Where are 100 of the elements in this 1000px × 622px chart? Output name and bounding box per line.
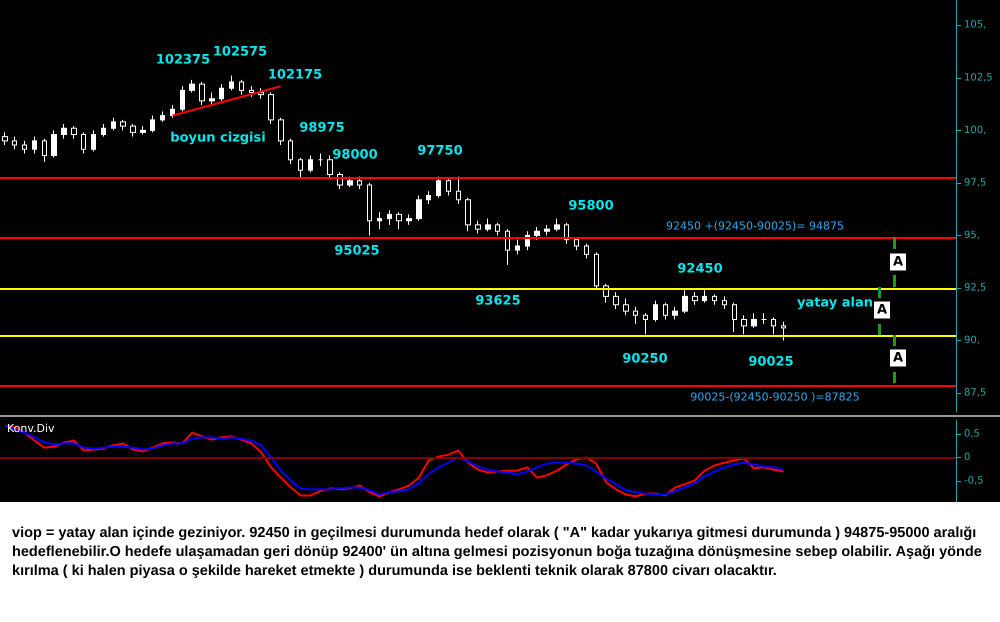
candlestick [229, 75, 234, 91]
candlestick [672, 306, 678, 320]
candlestick [633, 306, 638, 324]
candlestick [199, 81, 205, 106]
candlestick [732, 302, 737, 333]
candlestick [160, 110, 165, 122]
annotation: 92450 [677, 262, 723, 276]
candlestick [180, 86, 185, 112]
y-tick-label: 0 [964, 452, 970, 463]
annotation: 98975 [299, 120, 345, 136]
annotation: 90250 [622, 352, 668, 366]
candlestick [594, 252, 599, 291]
candlestick [702, 290, 707, 304]
candlestick [692, 292, 698, 306]
candlestick [396, 212, 402, 230]
candlestick [426, 190, 431, 204]
candlestick [150, 115, 155, 133]
candlestick [209, 92, 215, 106]
candlestick [327, 155, 333, 180]
candlestick [81, 132, 86, 154]
candlestick [722, 296, 727, 310]
candlestick [623, 298, 629, 316]
candlestick [554, 218, 560, 232]
candlestick [91, 130, 96, 152]
annotation: 102375 [156, 52, 210, 68]
candlestick [120, 119, 126, 131]
candlestick [761, 312, 767, 324]
candlestick [515, 239, 520, 255]
candlestick [189, 79, 195, 93]
candlestick [258, 88, 264, 100]
candlestick [505, 228, 510, 266]
y-tick-label: 95, [964, 230, 980, 241]
annotation: 98000 [332, 148, 378, 162]
ref-line-label: 90025-(92450-90250 )=87825 [690, 390, 860, 404]
candlestick [239, 79, 244, 96]
candlestick [456, 176, 461, 204]
annotation: A [892, 350, 904, 366]
annotation: A [876, 302, 888, 318]
candlestick [643, 312, 648, 335]
candlestick [140, 126, 146, 136]
candlestick [446, 178, 451, 196]
candlestick [485, 218, 491, 232]
candlestick [22, 140, 27, 154]
y-tick-label: 87,5 [964, 388, 986, 399]
candlestick [249, 86, 254, 98]
candlestick [771, 316, 776, 335]
candlestick [663, 302, 668, 320]
annotation: boyun cizgisi [170, 130, 266, 146]
candlestick [111, 117, 116, 131]
candlestick [416, 194, 422, 222]
candlestick [406, 214, 412, 226]
candlestick [741, 314, 747, 335]
candlestick [308, 155, 313, 173]
candlestick [51, 130, 57, 158]
candlestick [465, 197, 471, 232]
candlestick [219, 84, 224, 102]
candlestick [357, 176, 362, 190]
y-tick-label: 100, [964, 124, 986, 136]
candlestick [436, 176, 441, 198]
candlestick [278, 117, 284, 146]
candlestick [377, 212, 382, 230]
y-tick-label: 102,5 [964, 72, 993, 84]
annotation: 102575 [212, 44, 268, 60]
candlestick [298, 157, 303, 180]
candlestick [781, 321, 786, 342]
y-tick-label: -0,5 [964, 475, 984, 486]
candlestick [170, 104, 175, 118]
y-tick-label: 105, [964, 20, 986, 31]
annotation: 90025 [748, 354, 794, 370]
text: viop = yatay alan içinde geziniyor. 92450 in geçilmesi durumunda hedef olarak ( "A" kadar yukarıya gitmesi durumunda ) 94875-95000 aralığı hedeflenebilir.O hedefe ulaşamadan geri dönüp 92400' ün altına gelmesi pozisyonun boğa tuzağına dönüşmesine sebep olabilir. Aşağı yönde kırılma ( ki halen piyasa o şekilde hareket etmekte ) durumunda ise beklenti teknik olarak 87800 civarı olacaktır. [11, 524, 983, 581]
y-tick-label: 90, [964, 335, 980, 346]
candlestick [130, 124, 136, 138]
candlestick [682, 290, 688, 314]
candlestick [101, 124, 106, 138]
candlestick [61, 124, 67, 140]
candlestick [613, 292, 619, 310]
candlestick [387, 210, 392, 226]
candlestick [653, 300, 658, 322]
y-tick-label: 0,5 [964, 428, 980, 440]
annotation: 97750 [417, 144, 463, 158]
candlestick [318, 152, 323, 167]
candlestick [347, 176, 353, 188]
ref-line-label: 92450 +(92450-90025)= 94875 [666, 220, 844, 232]
candlestick [712, 294, 717, 306]
annotation: 95800 [568, 198, 614, 214]
candlestick [42, 138, 47, 162]
annotation: yatay alan [796, 296, 874, 310]
annotation: 102175 [268, 68, 322, 82]
candlestick [534, 226, 540, 240]
candlestick [751, 312, 757, 328]
candlestick [12, 136, 17, 150]
annotation: 95025 [334, 244, 380, 258]
annotation: A [892, 254, 904, 270]
candlestick [574, 237, 579, 251]
candlestick [268, 92, 274, 125]
candlestick [367, 182, 372, 236]
annotation: 93625 [475, 294, 521, 308]
candlestick [495, 222, 500, 236]
candlestick [584, 243, 589, 260]
y-tick-label: 97,5 [964, 177, 986, 188]
